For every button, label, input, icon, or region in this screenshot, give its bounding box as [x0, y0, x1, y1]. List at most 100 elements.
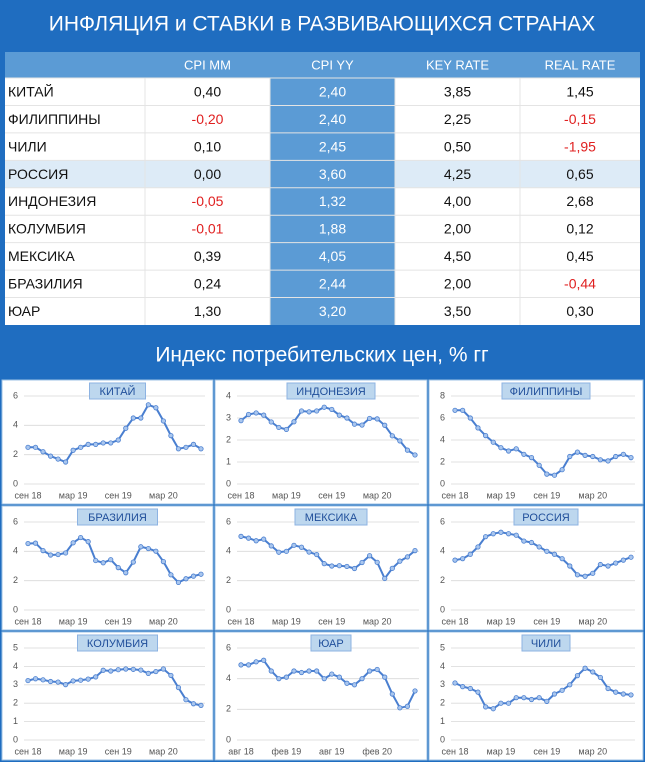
country-name: МЕКСИКА: [8, 248, 75, 264]
x-tick-label: фев 19: [272, 746, 302, 756]
y-tick-label: 0: [13, 478, 18, 488]
marker: [620, 691, 626, 697]
marker: [153, 405, 159, 411]
marker: [374, 666, 380, 673]
table-cell: -0,01: [192, 221, 224, 237]
table-cell: -0,20: [192, 111, 224, 127]
marker: [505, 448, 512, 454]
y-tick-label: 4: [13, 420, 18, 430]
country-name: КИТАЙ: [8, 82, 54, 99]
marker: [93, 441, 99, 447]
x-tick-label: мар 20: [149, 746, 178, 756]
marker: [582, 573, 588, 579]
marker: [567, 682, 573, 688]
y-tick-label: 0: [226, 478, 231, 488]
marker: [291, 419, 297, 425]
y-tick-label: 1: [226, 456, 231, 466]
country-name: ФИЛИППИНЫ: [8, 111, 101, 127]
marker: [559, 467, 565, 473]
table-cell: 0,39: [194, 248, 221, 264]
y-tick-label: 2: [13, 449, 18, 459]
marker: [108, 440, 114, 446]
chart-title: КИТАЙ: [100, 385, 136, 398]
marker: [597, 674, 603, 681]
marker: [253, 410, 259, 416]
marker: [268, 668, 274, 674]
marker: [505, 531, 512, 537]
marker: [183, 697, 189, 703]
country-name: БРАЗИЛИЯ: [8, 276, 83, 292]
chart-title: ЮАР: [318, 638, 343, 650]
y-tick-label: 2: [226, 704, 231, 714]
marker: [367, 553, 373, 559]
table-cell: 0,10: [194, 138, 221, 154]
table-cell: 2,00: [444, 276, 471, 292]
marker: [245, 411, 252, 418]
y-tick-label: 0: [226, 604, 231, 614]
x-tick-label: сен 19: [105, 616, 132, 626]
y-tick-label: 2: [13, 698, 18, 708]
marker: [344, 680, 350, 686]
marker: [253, 538, 259, 544]
marker: [490, 531, 496, 537]
x-tick-label: сен 18: [228, 490, 255, 500]
table-cell: 1,88: [319, 221, 346, 237]
chart-title: МЕКСИКА: [305, 512, 358, 524]
marker: [298, 544, 305, 550]
marker: [329, 406, 335, 413]
y-tick-label: 6: [13, 390, 18, 400]
table-cell: 2,40: [319, 83, 346, 99]
marker: [245, 535, 252, 541]
chart-title: ИНДОНЕЗИЯ: [296, 386, 365, 398]
marker: [321, 561, 327, 567]
marker: [498, 445, 504, 451]
marker: [567, 453, 573, 460]
marker: [168, 672, 174, 679]
chart-title: РОССИЯ: [522, 512, 569, 524]
x-tick-label: сен 18: [228, 616, 255, 626]
y-tick-label: 0: [226, 734, 231, 744]
column-header: KEY RATE: [426, 57, 489, 72]
marker: [460, 684, 466, 690]
table-cell: -0,15: [564, 111, 596, 127]
y-tick-label: 6: [226, 516, 231, 526]
x-tick-label: сен 19: [105, 746, 132, 756]
marker: [513, 532, 519, 538]
table-cell: 0,12: [566, 221, 593, 237]
country-name: РОССИЯ: [8, 166, 68, 182]
marker: [475, 425, 481, 431]
marker: [138, 544, 144, 550]
highlight-cell: [270, 160, 395, 188]
marker: [590, 669, 596, 675]
chart-title: ЧИЛИ: [531, 638, 561, 650]
marker: [344, 563, 350, 570]
y-tick-label: 4: [13, 546, 18, 556]
marker: [359, 422, 365, 428]
marker: [25, 540, 31, 547]
marker: [513, 446, 519, 452]
y-tick-label: 4: [226, 546, 231, 556]
x-tick-label: сен 18: [442, 616, 469, 626]
marker: [544, 698, 550, 704]
marker: [582, 665, 588, 671]
marker: [63, 550, 69, 556]
chart-panel: [1, 505, 214, 631]
y-tick-label: 1: [440, 716, 445, 726]
x-tick-label: мар 19: [272, 616, 301, 626]
marker: [183, 576, 189, 582]
marker: [175, 579, 182, 586]
marker: [389, 565, 395, 571]
marker: [374, 416, 380, 422]
table-cell: 0,24: [194, 276, 221, 292]
chart-panel: [214, 379, 428, 505]
y-tick-label: 6: [440, 516, 445, 526]
marker: [544, 471, 550, 477]
table-cell: 1,30: [194, 303, 221, 319]
marker: [160, 418, 166, 424]
marker: [108, 668, 114, 674]
x-tick-label: сен 18: [15, 746, 42, 756]
marker: [145, 545, 151, 552]
marker: [544, 548, 550, 554]
marker: [483, 432, 489, 439]
